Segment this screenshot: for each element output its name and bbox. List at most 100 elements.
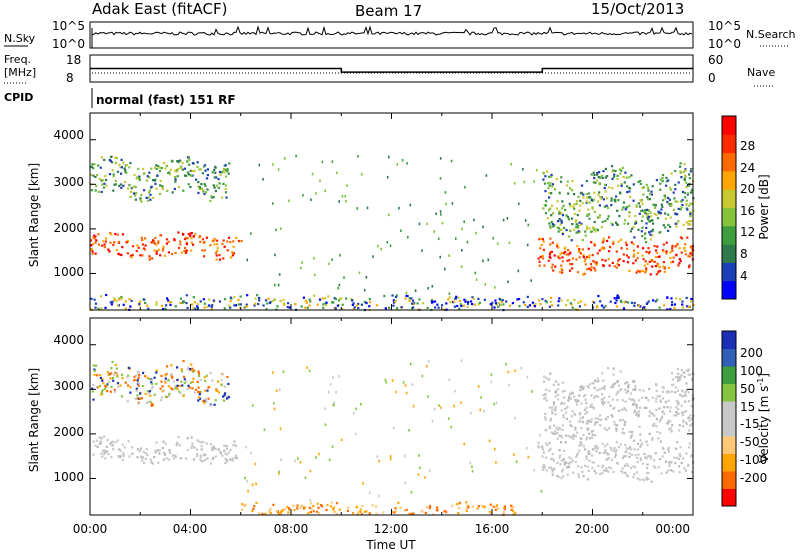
- power-sparse-cell: [301, 261, 303, 264]
- velocity-cell: [685, 389, 688, 392]
- power-cell: [595, 263, 598, 266]
- power-cell: [100, 295, 103, 298]
- power-cell: [578, 209, 581, 212]
- velocity-cell: [141, 459, 144, 462]
- velocity-cell: [605, 451, 608, 454]
- power-cell: [550, 214, 553, 217]
- velocity-cell: [687, 373, 690, 376]
- power-cell: [190, 249, 193, 252]
- power-cell: [578, 305, 581, 308]
- power-cell: [604, 167, 607, 170]
- power-cell: [616, 177, 619, 180]
- velocity-cell: [567, 434, 570, 438]
- power-cell: [199, 300, 202, 303]
- power-sparse-cell: [337, 286, 340, 290]
- power-cell: [687, 255, 690, 258]
- velocity-cell: [191, 444, 194, 447]
- velocity-cell: [579, 386, 582, 389]
- power-cell: [684, 174, 687, 177]
- power-cb-tick-20: 20: [740, 182, 755, 196]
- velocity-cell: [574, 398, 577, 402]
- velocity-cell: [219, 450, 222, 453]
- power-cell: [142, 172, 146, 175]
- velocity-cell: [628, 455, 631, 458]
- power-cell: [539, 237, 542, 240]
- velocity-cell: [428, 504, 432, 508]
- power-cell: [584, 263, 587, 266]
- power-cell: [101, 244, 104, 247]
- velocity-cell: [603, 396, 606, 399]
- velocity-cell: [640, 444, 643, 447]
- power-cell: [229, 306, 232, 309]
- velocity-cell: [580, 466, 583, 469]
- power-cell: [113, 297, 116, 300]
- power-cell: [581, 273, 585, 276]
- power-cell: [558, 257, 561, 260]
- power-cell: [651, 259, 654, 263]
- velocity-cell: [206, 389, 209, 392]
- power-sparse-cell: [482, 225, 484, 229]
- power-cell: [245, 305, 248, 308]
- power-sparse-cell: [405, 291, 408, 295]
- power-cell: [203, 241, 206, 244]
- velocity-cell: [688, 429, 691, 432]
- velocity-cell: [657, 437, 660, 440]
- velocity-cell: [667, 448, 670, 451]
- power-cell: [239, 303, 242, 306]
- velocity-cell: [601, 442, 604, 445]
- power-cell: [614, 169, 617, 173]
- velocity-cell: [577, 475, 581, 478]
- velocity-cell: [606, 453, 609, 456]
- power-cell: [110, 155, 113, 158]
- power-cell: [587, 192, 591, 195]
- velocity-cell: [338, 508, 341, 511]
- velocity-cell: [685, 369, 688, 372]
- power-cell: [500, 300, 503, 303]
- velocity-cell: [623, 407, 626, 410]
- velocity-cell: [548, 442, 551, 445]
- velocity-cell: [687, 417, 690, 420]
- power-cell: [502, 303, 505, 306]
- velocity-cell: [551, 457, 554, 460]
- power-sparse-cell: [386, 241, 389, 244]
- velocity-cell: [648, 410, 651, 413]
- power-cell: [679, 298, 682, 301]
- velocity-cell: [615, 427, 618, 430]
- power-sparse-cell: [274, 283, 276, 287]
- velocity-cell: [281, 509, 284, 512]
- velocity-cell: [578, 444, 581, 447]
- velocity-cell: [560, 459, 563, 462]
- power-cell: [575, 223, 578, 226]
- power-cell: [304, 306, 307, 309]
- velocity-cell: [180, 368, 183, 371]
- power-cell: [120, 166, 123, 169]
- power-cell: [648, 260, 651, 263]
- velocity-cell: [591, 429, 595, 432]
- power-cell: [674, 245, 677, 248]
- power-cell: [198, 188, 202, 191]
- power-cell: [357, 307, 360, 310]
- velocity-cell: [156, 449, 159, 452]
- power-cell: [593, 210, 596, 213]
- power-cell: [598, 249, 601, 252]
- velocity-cell: [455, 503, 458, 506]
- power-cell: [193, 169, 196, 172]
- velocity-cell: [164, 395, 167, 398]
- power-cell: [592, 198, 595, 201]
- velocity-cell: [296, 504, 299, 507]
- power-sparse-cell: [494, 286, 496, 289]
- power-cell: [229, 296, 232, 299]
- velocity-cell: [114, 371, 117, 374]
- power-cell: [321, 297, 324, 300]
- velocity-cell: [607, 470, 610, 473]
- velocity-cell: [483, 506, 486, 509]
- power-cell: [555, 178, 558, 181]
- xtick-1200: 12:00: [374, 522, 409, 536]
- power-cell: [622, 206, 625, 209]
- power-cell: [185, 174, 188, 177]
- velocity-sparse-cell: [252, 404, 254, 407]
- velocity-cell: [116, 373, 119, 376]
- power-cell: [684, 169, 687, 172]
- power-cell: [161, 185, 164, 188]
